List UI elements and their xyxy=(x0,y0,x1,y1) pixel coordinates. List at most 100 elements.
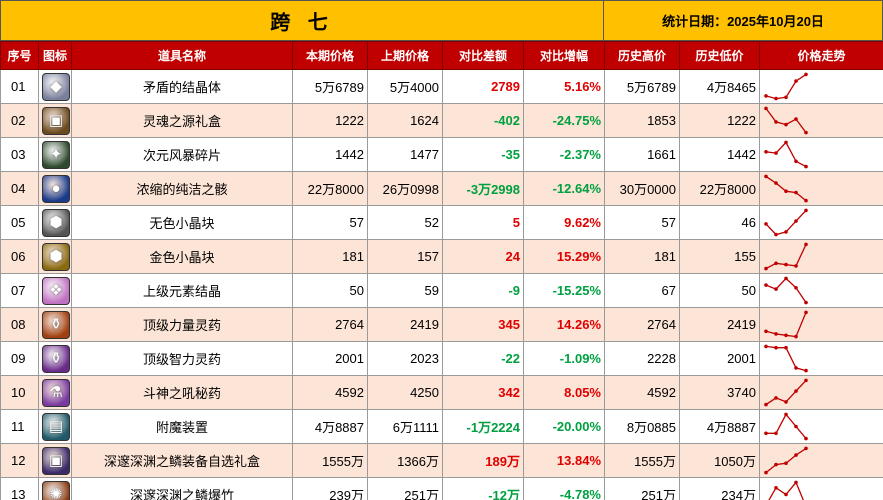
trend-point xyxy=(764,94,768,98)
price-trend-sparkline xyxy=(764,208,808,237)
table-row: 02 ▣ 灵魂之源礼盒 1222 1624 -402 -24.75% 1853 1222 xyxy=(0,103,883,138)
trend-line xyxy=(765,345,807,372)
trend-point xyxy=(784,262,788,267)
header-current-price: 本期价格 xyxy=(292,41,368,70)
firework-icon: ✺ xyxy=(42,480,70,500)
trend-point xyxy=(794,480,798,485)
price-trend-sparkline xyxy=(764,140,808,169)
price-change-pct: -4.78% xyxy=(523,477,605,500)
previous-price: 4250 xyxy=(367,375,443,410)
history-high: 181 xyxy=(604,239,680,274)
trend-point xyxy=(784,412,788,417)
price-table: 序号 图标 道具名称 本期价格 上期价格 对比差额 对比增幅 历史高价 历史低价… xyxy=(0,41,883,500)
icon-glyph: ✺ xyxy=(49,486,63,500)
table-row: 03 ✦ 次元风暴碎片 1442 1477 -35 -2.37% 1661 1442 xyxy=(0,137,883,172)
history-low: 155 xyxy=(679,239,760,274)
price-diff: -9 xyxy=(442,273,524,308)
history-low: 1222 xyxy=(679,103,760,138)
icon-glyph: ⬢ xyxy=(49,214,63,231)
price-trend-cell xyxy=(759,477,883,500)
current-price: 22万8000 xyxy=(292,171,368,206)
table-row: 12 ▣ 深邃深渊之鳞装备自选礼盒 1555万 1366万 189万 13.84% 1555万… xyxy=(0,443,883,478)
current-price: 5万6789 xyxy=(292,69,368,104)
trend-point xyxy=(794,264,798,268)
trend-line xyxy=(765,312,807,338)
previous-price: 59 xyxy=(367,273,443,308)
current-price: 4592 xyxy=(292,375,368,410)
history-high: 1853 xyxy=(604,103,680,138)
row-index: 06 xyxy=(0,239,39,274)
price-trend-sparkline xyxy=(764,446,808,475)
trend-point xyxy=(784,276,788,281)
trend-point xyxy=(804,446,808,451)
trend-point xyxy=(774,396,778,400)
header-row: 序号 图标 道具名称 本期价格 上期价格 对比差额 对比增幅 历史高价 历史低价… xyxy=(0,41,883,70)
icon-glyph: ⚱ xyxy=(49,316,63,333)
trend-point xyxy=(764,470,768,475)
history-low: 2419 xyxy=(679,307,760,342)
icon-glyph: ▣ xyxy=(48,452,64,469)
icon-glyph: ⬢ xyxy=(49,248,63,265)
price-diff: -402 xyxy=(442,103,524,138)
current-price: 50 xyxy=(292,273,368,308)
price-change-pct: 15.29% xyxy=(523,239,605,274)
trend-point xyxy=(804,72,808,77)
price-change-pct: -2.37% xyxy=(523,137,605,172)
price-diff: -22 xyxy=(442,341,524,376)
title-row: 跨 七 统计日期：2025年10月20日 xyxy=(0,0,883,41)
header-index: 序号 xyxy=(0,41,39,70)
item-name: 上级元素结晶 xyxy=(71,273,293,308)
item-name: 无色小晶块 xyxy=(71,205,293,240)
trend-point xyxy=(774,486,778,490)
history-low: 4万8465 xyxy=(679,69,760,104)
trend-point xyxy=(784,492,788,497)
row-icon-cell: ❖ xyxy=(38,273,72,308)
price-change-pct: 5.16% xyxy=(523,69,605,104)
price-trend-cell xyxy=(759,171,883,206)
item-name: 次元风暴碎片 xyxy=(71,137,293,172)
price-change-pct: 14.26% xyxy=(523,307,605,342)
trend-point xyxy=(784,189,788,193)
row-icon-cell: ● xyxy=(38,171,72,206)
history-low: 4万8887 xyxy=(679,409,760,444)
previous-price: 251万 xyxy=(367,477,443,500)
trend-point xyxy=(794,389,798,393)
trend-line xyxy=(768,481,804,500)
row-icon-cell: ⚗ xyxy=(38,375,72,410)
item-name: 斗神之吼秘药 xyxy=(71,375,293,410)
trend-point xyxy=(794,159,798,164)
icon-glyph: ▣ xyxy=(48,112,64,129)
trend-point xyxy=(764,222,768,226)
trend-line xyxy=(765,447,807,474)
item-name: 矛盾的结晶体 xyxy=(71,69,293,104)
trend-point xyxy=(794,117,798,121)
item-name: 金色小晶块 xyxy=(71,239,293,274)
price-trend-sparkline xyxy=(764,106,808,135)
history-low: 50 xyxy=(679,273,760,308)
previous-price: 2419 xyxy=(367,307,443,342)
history-high: 2228 xyxy=(604,341,680,376)
trend-point xyxy=(764,106,768,111)
trend-point xyxy=(794,366,798,370)
header-trend: 价格走势 xyxy=(759,41,883,70)
price-diff: 2789 xyxy=(442,69,524,104)
trend-line xyxy=(765,175,807,202)
history-high: 5万6789 xyxy=(604,69,680,104)
current-price: 239万 xyxy=(292,477,368,500)
trend-point xyxy=(794,334,798,339)
history-high: 57 xyxy=(604,205,680,240)
row-index: 09 xyxy=(0,341,39,376)
price-diff: -35 xyxy=(442,137,524,172)
trend-point xyxy=(774,181,778,185)
price-change-pct: -15.25% xyxy=(523,273,605,308)
header-change-pct: 对比增幅 xyxy=(523,41,605,70)
icon-glyph: ⚱ xyxy=(49,350,63,367)
trend-point xyxy=(774,345,778,350)
trend-point xyxy=(804,164,808,169)
trend-point xyxy=(784,345,788,350)
previous-price: 6万1111 xyxy=(367,409,443,444)
trend-line xyxy=(765,277,807,303)
secret-potion-icon: ⚗ xyxy=(42,378,70,407)
gray-cube-icon: ⬢ xyxy=(42,208,70,237)
trend-point xyxy=(784,95,788,100)
